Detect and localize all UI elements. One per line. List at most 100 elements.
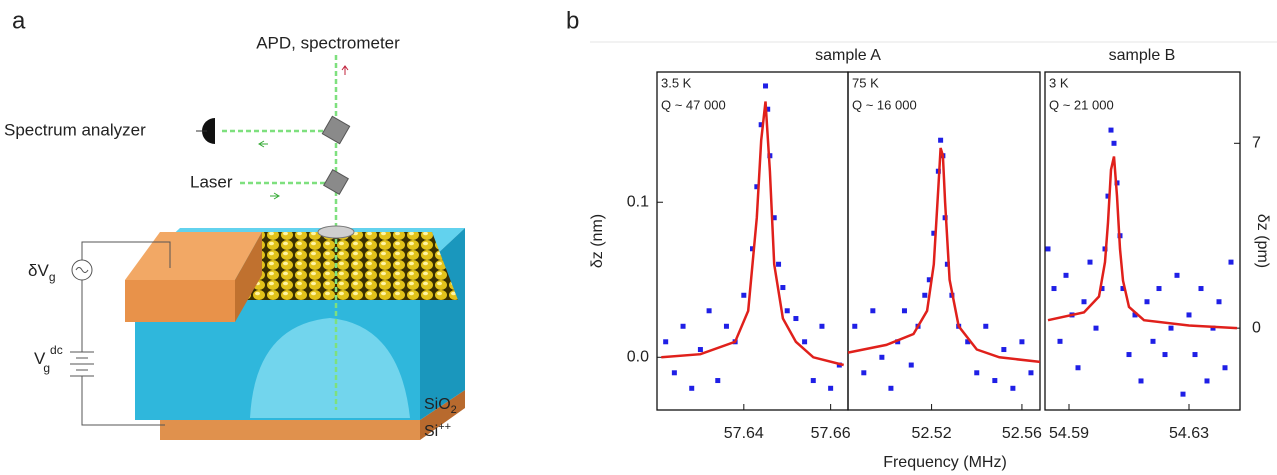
data-point xyxy=(771,215,777,221)
pillar-array xyxy=(238,232,458,300)
data-point xyxy=(983,323,989,329)
annotation: Q ~ 16 000 xyxy=(852,97,917,112)
data-point xyxy=(715,378,721,384)
data-point xyxy=(1108,127,1114,133)
lens xyxy=(317,225,355,239)
y2-tick-label: 7 xyxy=(1252,135,1261,152)
label-main: δV xyxy=(28,261,49,280)
label: SiO2 xyxy=(424,396,457,416)
data-point xyxy=(1081,299,1087,305)
data-point xyxy=(780,285,786,291)
data-point xyxy=(944,261,950,267)
data-point xyxy=(908,362,914,368)
subplot-title: sample A xyxy=(815,47,881,64)
data-point xyxy=(1210,325,1216,331)
data-point xyxy=(706,308,712,314)
fit-line xyxy=(1047,156,1238,330)
data-point xyxy=(1174,272,1180,278)
mirror xyxy=(323,169,349,195)
label: δVg xyxy=(28,261,56,284)
data-point xyxy=(828,385,834,391)
y-tick-label: 0.1 xyxy=(627,193,649,210)
data-point xyxy=(1019,339,1025,345)
data-point xyxy=(1156,286,1162,292)
electrode-side xyxy=(235,232,262,322)
data-point xyxy=(1150,338,1156,344)
y-tick-label: 0.0 xyxy=(627,349,649,366)
data-point xyxy=(901,308,907,314)
si-layer xyxy=(160,420,420,440)
label-sub: 2 xyxy=(451,404,457,416)
annotation: 75 K xyxy=(852,75,879,90)
data-point xyxy=(1028,370,1034,376)
data-point xyxy=(697,347,703,353)
x-tick-label: 54.63 xyxy=(1169,425,1209,442)
label-main: SiO xyxy=(424,396,451,413)
data-point xyxy=(741,292,747,298)
data-point xyxy=(1228,259,1234,265)
label: Si++ xyxy=(424,421,451,440)
label: Laser xyxy=(190,172,233,191)
data-point xyxy=(1051,286,1057,292)
label-main: Si xyxy=(424,423,438,440)
data-point xyxy=(1126,352,1132,358)
data-point xyxy=(723,323,729,329)
data-point xyxy=(1222,365,1228,371)
plot-frame xyxy=(1044,71,1241,411)
data-point xyxy=(1075,365,1081,371)
data-point xyxy=(974,370,980,376)
panel-label: a xyxy=(12,7,26,34)
x-tick-label: 52.52 xyxy=(912,425,952,442)
x-tick-label: 57.64 xyxy=(724,425,764,442)
x-tick-label: 57.66 xyxy=(811,425,851,442)
x-tick-label: 54.59 xyxy=(1049,425,1089,442)
data-point xyxy=(793,316,799,322)
data-point xyxy=(776,261,782,267)
battery xyxy=(70,351,94,377)
data-point xyxy=(938,137,944,143)
data-point xyxy=(754,184,760,190)
annotation: 3.5 K xyxy=(661,75,692,90)
data-point xyxy=(680,323,686,329)
data-point xyxy=(1138,378,1144,384)
data-point xyxy=(802,339,808,345)
data-point xyxy=(819,323,825,329)
electrode-front xyxy=(125,280,235,322)
data-point xyxy=(763,83,769,89)
data-point xyxy=(689,385,695,391)
label: Vgdc xyxy=(34,343,63,375)
annotation: Q ~ 21 000 xyxy=(1049,97,1114,112)
data-point xyxy=(1010,385,1016,391)
data-point xyxy=(1001,347,1007,353)
label-sub: g xyxy=(49,270,56,284)
data-point xyxy=(1168,325,1174,331)
data-point xyxy=(1099,286,1105,292)
cavity xyxy=(250,318,410,418)
y2-axis-label: δz (pm) xyxy=(1254,214,1271,268)
label: APD, spectrometer xyxy=(256,33,400,52)
data-point xyxy=(931,230,937,236)
data-point xyxy=(1057,338,1063,344)
data-point xyxy=(1120,286,1126,292)
data-point xyxy=(758,122,764,128)
data-point xyxy=(852,323,858,329)
data-point xyxy=(926,277,932,283)
data-point xyxy=(765,106,771,112)
detector xyxy=(202,118,215,144)
data-point xyxy=(1063,272,1069,278)
data-point xyxy=(965,339,971,345)
fit-line xyxy=(847,147,1041,364)
data-point xyxy=(1216,299,1222,305)
electrode-top xyxy=(125,232,262,280)
data-point xyxy=(663,339,669,345)
label-main: V xyxy=(34,349,46,368)
data-point xyxy=(922,292,928,298)
device-diagram: APD, spectrometer Spectrum analyzer Lase… xyxy=(4,33,465,440)
arrow xyxy=(341,65,349,75)
data-point xyxy=(810,378,816,384)
data-point xyxy=(750,246,755,252)
subplot-title: sample B xyxy=(1109,47,1176,64)
plot-frame xyxy=(847,71,1041,411)
mirror xyxy=(321,115,351,145)
